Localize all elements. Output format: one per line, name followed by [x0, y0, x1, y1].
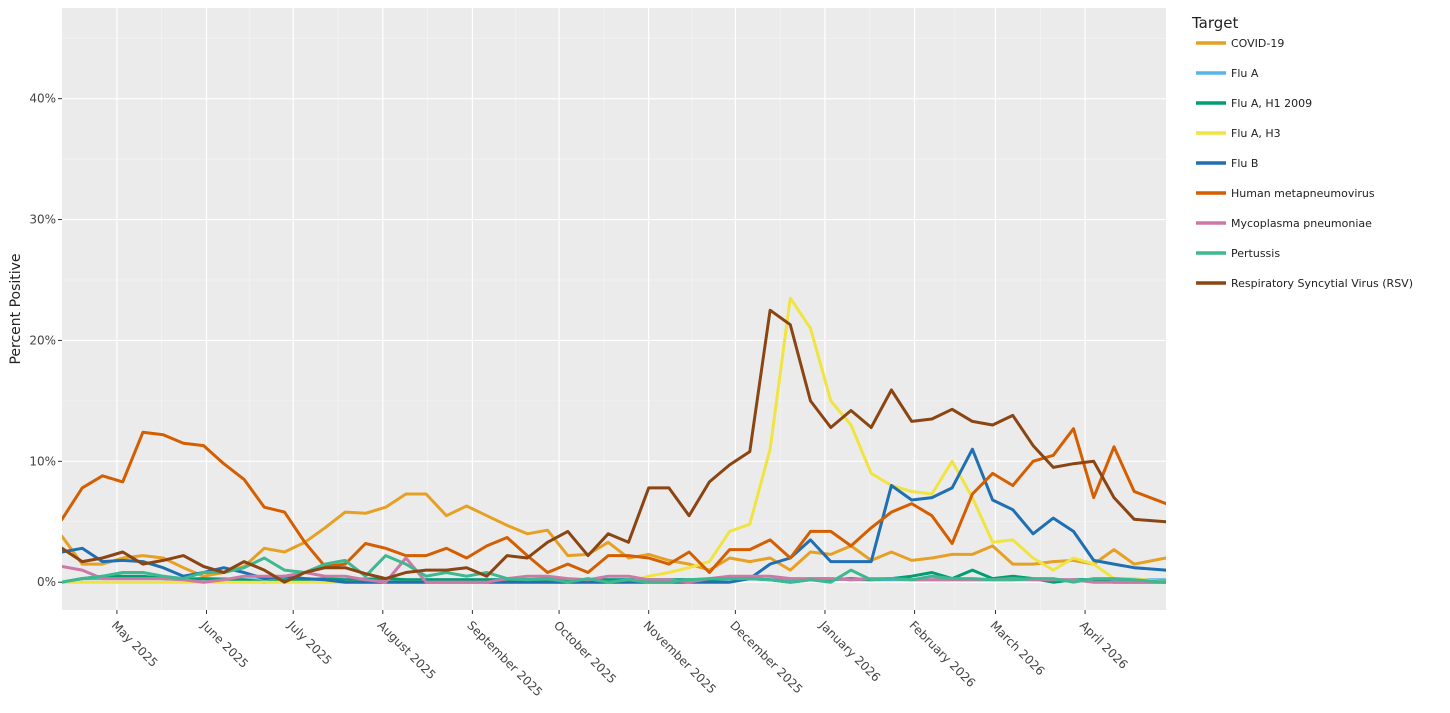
y-axis-title: Percent Positive — [8, 253, 24, 364]
y-tick-label: 0% — [37, 575, 56, 589]
x-tick-label: August 2025 — [375, 618, 439, 682]
legend-item-pertussis[interactable]: Pertussis — [1196, 247, 1280, 260]
legend-label: Mycoplasma pneumoniae — [1231, 217, 1372, 230]
y-tick-label: 10% — [29, 454, 56, 468]
series-lines — [62, 296, 1166, 584]
legend-item-flu-a[interactable]: Flu A — [1196, 67, 1259, 80]
y-tick-label: 30% — [29, 213, 56, 227]
minor-gridlines — [62, 8, 1166, 610]
x-axis: May 2025 June 2025 July 2025 August 2025 Sep… — [109, 610, 1131, 699]
legend-item-flu-b[interactable]: Flu B — [1196, 157, 1258, 170]
x-tick-label: December 2025 — [727, 618, 805, 696]
legend-label: Pertussis — [1231, 247, 1280, 260]
x-tick-label: May 2025 — [109, 618, 161, 670]
x-tick-label: November 2025 — [641, 618, 719, 696]
legend-label: Flu A — [1231, 67, 1259, 80]
legend-item-covid-19[interactable]: COVID-19 — [1196, 37, 1284, 50]
y-axis: 0% 10% 20% 30% 40% — [29, 92, 62, 589]
x-tick-label: March 2026 — [987, 618, 1047, 678]
x-tick-label: October 2025 — [551, 618, 619, 686]
legend-item-flu-a-h3[interactable]: Flu A, H3 — [1196, 127, 1281, 140]
legend-label: Respiratory Syncytial Virus (RSV) — [1231, 277, 1413, 290]
legend-label: Flu A, H1 2009 — [1231, 97, 1312, 110]
legend-label: Flu B — [1231, 157, 1258, 170]
series-line-pertussis — [62, 554, 1166, 584]
y-tick-label: 40% — [29, 92, 56, 106]
legend-title: Target — [1191, 14, 1239, 32]
legend-label: Human metapneumovirus — [1231, 187, 1375, 200]
legend-item-respiratory-syncytial-virus-rsv[interactable]: Respiratory Syncytial Virus (RSV) — [1196, 277, 1413, 290]
series-line-respiratory-syncytial-virus-rsv — [62, 308, 1166, 584]
plot-background — [62, 8, 1166, 610]
x-tick-label: September 2025 — [464, 618, 545, 699]
legend[interactable]: Target COVID-19 Flu A Flu A, H1 2009 Flu A,… — [1191, 14, 1413, 290]
x-tick-label: July 2025 — [284, 618, 334, 668]
series-line-human-metapneumovirus — [62, 427, 1166, 574]
x-tick-label: June 2025 — [198, 618, 251, 671]
series-line-flu-a-h1-2009 — [62, 568, 1166, 584]
x-tick-label: January 2026 — [816, 618, 883, 685]
legend-label: COVID-19 — [1231, 37, 1284, 50]
legend-label: Flu A, H3 — [1231, 127, 1281, 140]
x-tick-label: February 2026 — [906, 618, 978, 690]
y-tick-label: 20% — [29, 333, 56, 347]
legend-item-flu-a-h1-2009[interactable]: Flu A, H1 2009 — [1196, 97, 1312, 110]
legend-item-human-metapneumovirus[interactable]: Human metapneumovirus — [1196, 187, 1375, 200]
legend-item-mycoplasma-pneumoniae[interactable]: Mycoplasma pneumoniae — [1196, 217, 1372, 230]
x-tick-label: April 2026 — [1077, 618, 1131, 672]
